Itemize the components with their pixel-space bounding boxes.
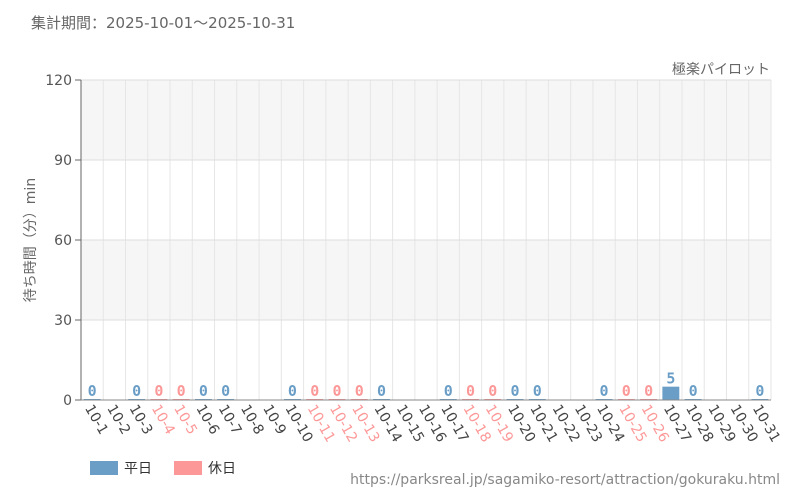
- source-url[interactable]: https://parksreal.jp/sagamiko-resort/att…: [350, 472, 780, 488]
- grid-band: [81, 80, 771, 160]
- grid-band: [81, 160, 771, 240]
- data-label: 0: [488, 382, 497, 400]
- data-label: 0: [132, 382, 141, 400]
- legend-item-holiday[interactable]: 休日: [174, 458, 236, 478]
- legend: 平日 休日: [90, 458, 258, 478]
- data-label: 0: [154, 382, 163, 400]
- y-tick-label: 30: [54, 313, 72, 329]
- grid-band: [81, 240, 771, 320]
- legend-label-holiday: 休日: [208, 461, 236, 477]
- data-label: 5: [666, 370, 675, 388]
- data-label: 0: [199, 382, 208, 400]
- y-tick-label: 0: [63, 393, 72, 409]
- data-label: 0: [644, 382, 653, 400]
- data-label: 0: [177, 382, 186, 400]
- data-label: 0: [755, 382, 764, 400]
- data-label: 0: [600, 382, 609, 400]
- legend-swatch-weekday: [90, 461, 118, 475]
- grid-band: [81, 320, 771, 400]
- data-label: 0: [511, 382, 520, 400]
- y-tick-labels: 0 30 60 90 120: [45, 73, 72, 409]
- data-label: 0: [466, 382, 475, 400]
- data-label: 0: [689, 382, 698, 400]
- bar: [662, 386, 680, 400]
- legend-label-weekday: 平日: [124, 461, 152, 477]
- legend-item-weekday[interactable]: 平日: [90, 458, 152, 478]
- data-label: 0: [310, 382, 319, 400]
- chart-title: 極楽パイロット: [672, 62, 770, 78]
- data-label: 0: [288, 382, 297, 400]
- data-label: 0: [444, 382, 453, 400]
- y-tick-label: 90: [54, 153, 72, 169]
- grid-bands: [81, 80, 771, 400]
- data-label: 0: [377, 382, 386, 400]
- data-label: 0: [622, 382, 631, 400]
- period-label: 集計期間：2025-10-01～2025-10-31: [31, 14, 296, 32]
- x-tick-labels: 10-110-210-310-410-510-610-710-810-910-1…: [81, 402, 783, 445]
- data-label: 0: [88, 382, 97, 400]
- y-tick-label: 120: [45, 73, 72, 89]
- data-label: 0: [355, 382, 364, 400]
- data-labels: 0 0 0 0 0 0 0 0 0 0 0 0 0 0 0 0 0 0 050 0: [88, 370, 765, 400]
- data-label: 0: [533, 382, 542, 400]
- data-label: 0: [332, 382, 341, 400]
- data-label: 0: [221, 382, 230, 400]
- legend-swatch-holiday: [174, 461, 202, 475]
- y-tick-label: 60: [54, 233, 72, 249]
- axes: [80, 80, 771, 401]
